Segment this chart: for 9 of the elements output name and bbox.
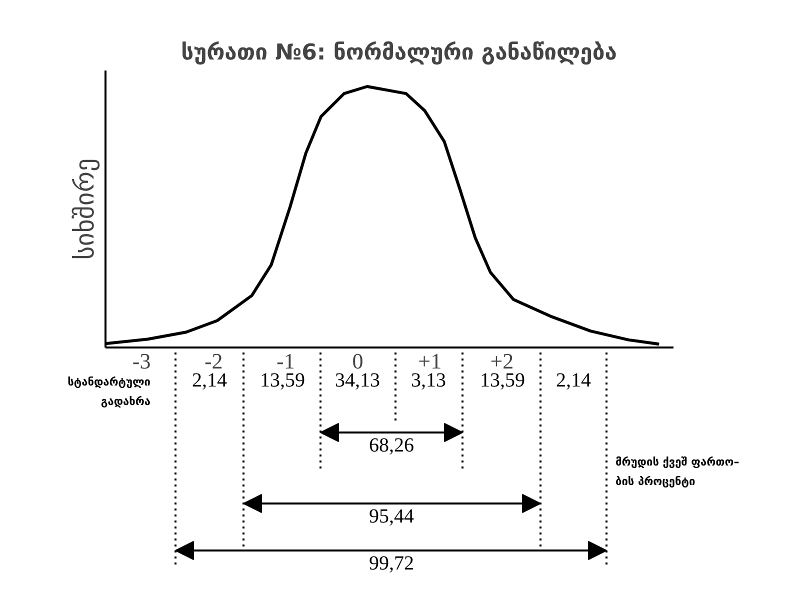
text: მრუდის ქვეშ ფართო– ბის პროცენტი — [616, 456, 740, 488]
text: სტანდარტული გადახრა — [68, 376, 151, 408]
x-tick-label: -3 — [132, 348, 151, 374]
text: 99,72 — [369, 552, 414, 574]
y-axis-title: სიხშირე — [70, 158, 100, 260]
text: 95,44 — [369, 506, 414, 528]
text: 68,26 — [369, 434, 414, 456]
text: 2,14 — [556, 370, 591, 392]
chart-title: სურათი №6: ნორმალური განაწილება — [181, 40, 617, 66]
